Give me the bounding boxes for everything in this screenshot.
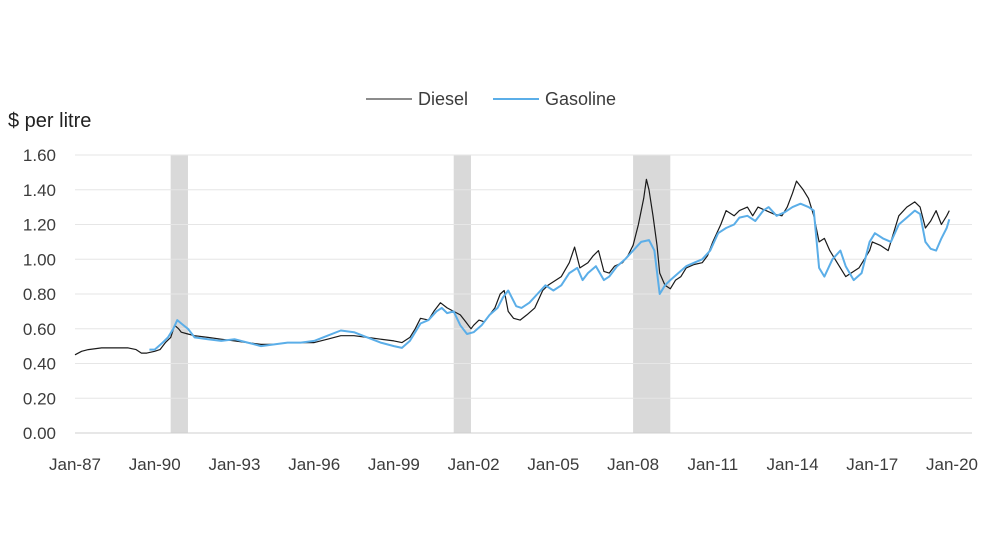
x-tick-label: Jan-93 <box>208 455 260 474</box>
x-tick-label: Jan-11 <box>687 455 738 474</box>
y-tick-label: 1.60 <box>23 146 56 165</box>
y-tick-label: 1.40 <box>23 181 56 200</box>
x-tick-label: Jan-17 <box>846 455 898 474</box>
y-tick-label: 0.40 <box>23 355 56 374</box>
x-tick-label: Jan-90 <box>129 455 181 474</box>
x-tick-label: Jan-02 <box>448 455 500 474</box>
y-tick-label: 1.00 <box>23 250 56 269</box>
gridlines <box>75 154 972 399</box>
legend-label-diesel: Diesel <box>418 89 468 109</box>
y-tick-label: 1.20 <box>23 216 56 235</box>
x-tick-label: Jan-05 <box>527 455 579 474</box>
y-axis-ticks: 0.00 0.20 0.40 0.60 0.80 1.00 1.20 1.40 1.60 <box>23 146 56 443</box>
legend: Diesel Gasoline <box>366 89 616 109</box>
y-axis-unit-label: $ per litre <box>8 110 91 132</box>
x-tick-label: Jan-96 <box>288 455 340 474</box>
y-tick-label: 0.00 <box>23 424 56 443</box>
legend-label-gasoline: Gasoline <box>545 89 616 109</box>
x-tick-label: Jan-08 <box>607 455 659 474</box>
y-tick-label: 0.80 <box>23 285 56 304</box>
y-tick-label: 0.20 <box>23 389 56 408</box>
x-tick-label: Jan-87 <box>49 455 101 474</box>
y-tick-label: 0.60 <box>23 320 56 339</box>
x-axis-ticks: Jan-87 Jan-90 Jan-93 Jan-96 Jan-99 Jan-02 Jan-… <box>49 455 978 474</box>
series-lines <box>74 178 951 356</box>
x-tick-label: Jan-99 <box>368 455 420 474</box>
series-line-gasoline <box>149 202 951 351</box>
x-tick-label: Jan-14 <box>767 455 819 474</box>
x-tick-label: Jan-20 <box>926 455 978 474</box>
